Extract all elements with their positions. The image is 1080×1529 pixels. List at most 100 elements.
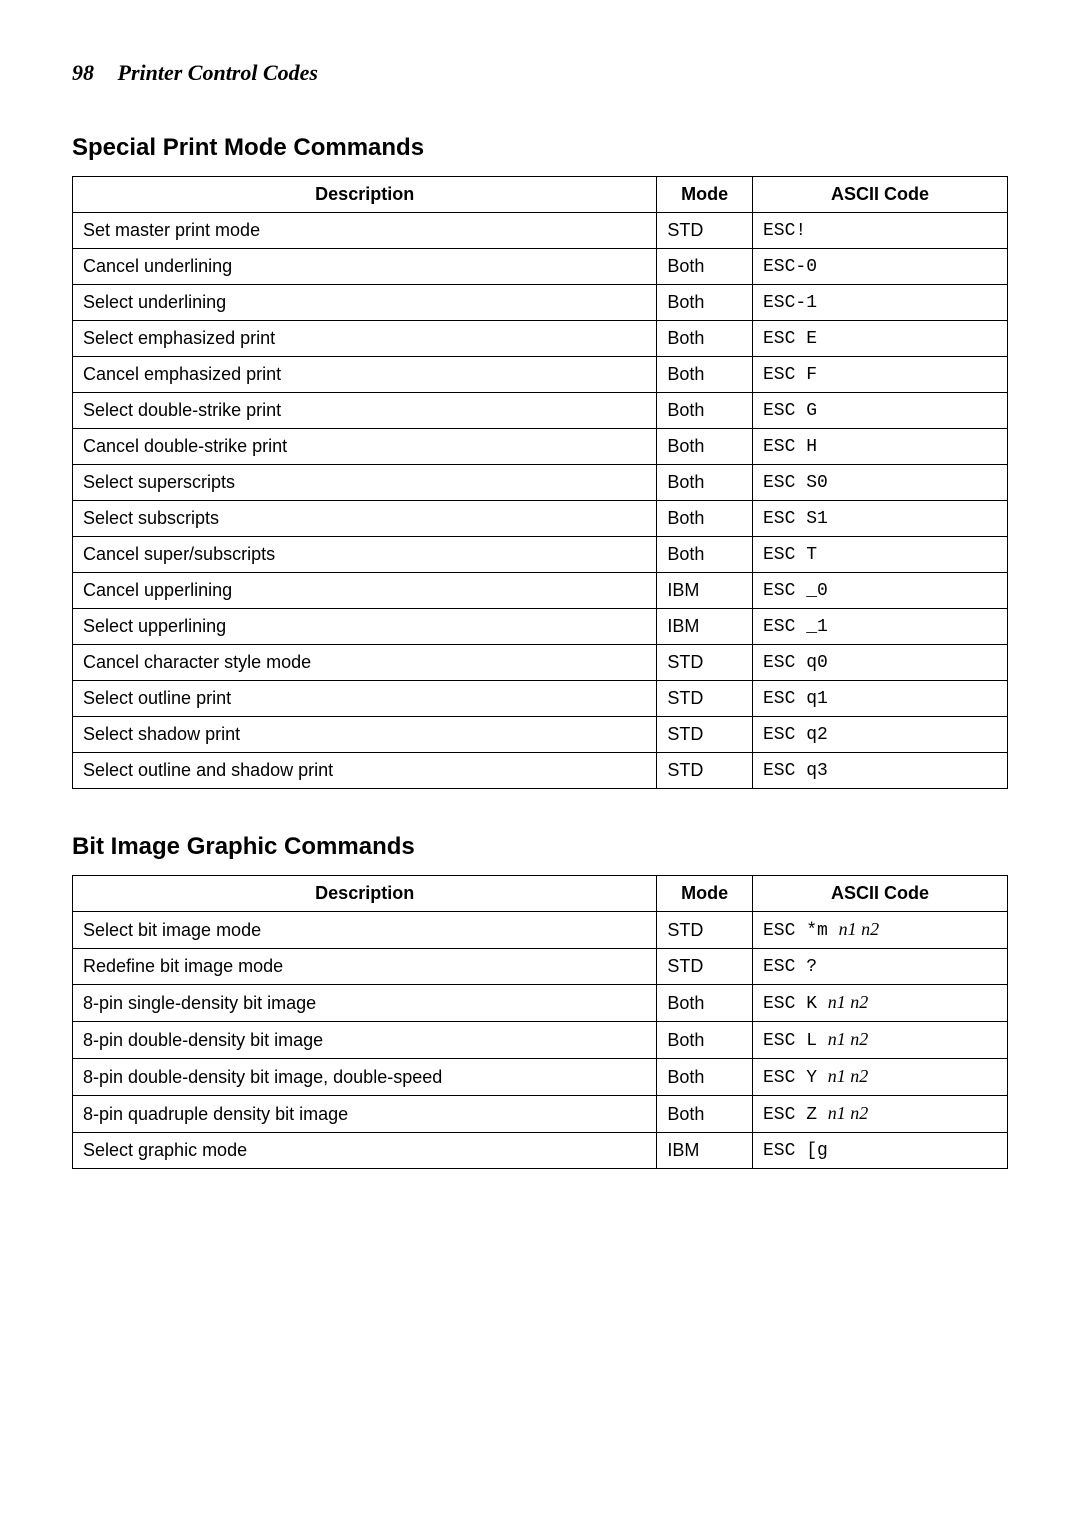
ascii-code-cell: ESC E xyxy=(752,321,1007,357)
description-cell: Select subscripts xyxy=(73,501,657,537)
ascii-code: ESC F xyxy=(763,365,817,385)
mode-cell: Both xyxy=(657,1059,753,1096)
description-cell: Cancel character style mode xyxy=(73,645,657,681)
ascii-code: ESC-1 xyxy=(763,293,817,313)
table-header-row: DescriptionModeASCII Code xyxy=(73,876,1008,912)
ascii-code-cell: ESC! xyxy=(752,213,1007,249)
table-header-cell: ASCII Code xyxy=(752,177,1007,213)
description-cell: Redefine bit image mode xyxy=(73,949,657,985)
description-cell: Cancel super/subscripts xyxy=(73,537,657,573)
ascii-code-cell: ESC F xyxy=(752,357,1007,393)
ascii-code-cell: ESC L n1 n2 xyxy=(752,1022,1007,1059)
ascii-code: ESC L xyxy=(763,1031,828,1051)
sections-container: Special Print Mode CommandsDescriptionMo… xyxy=(72,134,1008,1169)
ascii-code: ESC S1 xyxy=(763,509,828,529)
ascii-param: n1 n2 xyxy=(828,1066,869,1086)
ascii-param: n1 n2 xyxy=(828,1029,869,1049)
ascii-param: n1 n2 xyxy=(839,919,880,939)
description-cell: 8-pin double-density bit image xyxy=(73,1022,657,1059)
mode-cell: Both xyxy=(657,537,753,573)
ascii-code: ESC q2 xyxy=(763,725,828,745)
description-cell: Select outline print xyxy=(73,681,657,717)
ascii-code-cell: ESC T xyxy=(752,537,1007,573)
ascii-code: ESC q0 xyxy=(763,653,828,673)
ascii-code-cell: ESC S0 xyxy=(752,465,1007,501)
description-cell: Select upperlining xyxy=(73,609,657,645)
ascii-code: ESC-0 xyxy=(763,257,817,277)
ascii-code: ESC Y xyxy=(763,1068,828,1088)
mode-cell: STD xyxy=(657,949,753,985)
ascii-code-cell: ESC K n1 n2 xyxy=(752,985,1007,1022)
ascii-code: ESC T xyxy=(763,545,817,565)
table-row: Select subscriptsBoth ESC S1 xyxy=(73,501,1008,537)
description-cell: Select bit image mode xyxy=(73,912,657,949)
ascii-code: ESC! xyxy=(763,221,806,241)
ascii-code-cell: ESC G xyxy=(752,393,1007,429)
ascii-code: ESC *m xyxy=(763,921,839,941)
ascii-code-cell: ESC q3 xyxy=(752,753,1007,789)
description-cell: Select emphasized print xyxy=(73,321,657,357)
table-row: Select bit image modeSTD ESC *m n1 n2 xyxy=(73,912,1008,949)
description-cell: Select graphic mode xyxy=(73,1133,657,1169)
ascii-code: ESC ? xyxy=(763,957,817,977)
mode-cell: STD xyxy=(657,753,753,789)
ascii-code: ESC K xyxy=(763,994,828,1014)
description-cell: Select outline and shadow print xyxy=(73,753,657,789)
description-cell: Select underlining xyxy=(73,285,657,321)
mode-cell: STD xyxy=(657,912,753,949)
description-cell: 8-pin double-density bit image, double-s… xyxy=(73,1059,657,1096)
ascii-code-cell: ESC [g xyxy=(752,1133,1007,1169)
ascii-code: ESC [g xyxy=(763,1141,828,1161)
ascii-code: ESC H xyxy=(763,437,817,457)
table-header-cell: ASCII Code xyxy=(752,876,1007,912)
ascii-code-cell: ESC-1 xyxy=(752,285,1007,321)
description-cell: Select shadow print xyxy=(73,717,657,753)
table-row: Select double-strike printBothESC G xyxy=(73,393,1008,429)
table-header-cell: Description xyxy=(73,177,657,213)
commands-table: DescriptionModeASCII CodeSet master prin… xyxy=(72,176,1008,789)
ascii-code: ESC q3 xyxy=(763,761,828,781)
ascii-param: n1 n2 xyxy=(828,992,869,1012)
ascii-param: n1 n2 xyxy=(828,1103,869,1123)
table-row: Select underliningBoth ESC-1 xyxy=(73,285,1008,321)
ascii-code-cell: ESC q0 xyxy=(752,645,1007,681)
table-row: Redefine bit image modeSTD ESC ? xyxy=(73,949,1008,985)
table-row: Cancel double-strike printBothESC H xyxy=(73,429,1008,465)
ascii-code-cell: ESC H xyxy=(752,429,1007,465)
description-cell: 8-pin quadruple density bit image xyxy=(73,1096,657,1133)
section-heading: Bit Image Graphic Commands xyxy=(72,833,1008,861)
ascii-code: ESC Z xyxy=(763,1105,828,1125)
mode-cell: Both xyxy=(657,285,753,321)
table-header-row: DescriptionModeASCII Code xyxy=(73,177,1008,213)
table-row: Select emphasized printBothESC E xyxy=(73,321,1008,357)
description-cell: Set master print mode xyxy=(73,213,657,249)
ascii-code-cell: ESC Z n1 n2 xyxy=(752,1096,1007,1133)
ascii-code-cell: ESC q2 xyxy=(752,717,1007,753)
ascii-code-cell: ESC Y n1 n2 xyxy=(752,1059,1007,1096)
page-number: 98 xyxy=(72,60,94,85)
ascii-code: ESC S0 xyxy=(763,473,828,493)
table-row: Select outline and shadow printSTD ESC q3 xyxy=(73,753,1008,789)
mode-cell: IBM xyxy=(657,1133,753,1169)
table-header-cell: Description xyxy=(73,876,657,912)
description-cell: Cancel upperlining xyxy=(73,573,657,609)
ascii-code-cell: ESC q1 xyxy=(752,681,1007,717)
description-cell: Cancel double-strike print xyxy=(73,429,657,465)
table-row: Select outline printSTD ESC q1 xyxy=(73,681,1008,717)
table-row: 8-pin double-density bit imageBothESC L … xyxy=(73,1022,1008,1059)
table-row: Select shadow printSTDESC q2 xyxy=(73,717,1008,753)
table-row: Cancel super/subscriptsBoth ESC T xyxy=(73,537,1008,573)
mode-cell: STD xyxy=(657,681,753,717)
ascii-code: ESC q1 xyxy=(763,689,828,709)
description-cell: Select superscripts xyxy=(73,465,657,501)
ascii-code-cell: ESC-0 xyxy=(752,249,1007,285)
table-row: Cancel upperliningIBMESC _0 xyxy=(73,573,1008,609)
table-header-cell: Mode xyxy=(657,876,753,912)
table-row: Select graphic modeIBM ESC [g xyxy=(73,1133,1008,1169)
commands-table: DescriptionModeASCII CodeSelect bit imag… xyxy=(72,875,1008,1169)
table-row: Set master print modeSTDESC! xyxy=(73,213,1008,249)
description-cell: Cancel emphasized print xyxy=(73,357,657,393)
mode-cell: Both xyxy=(657,501,753,537)
ascii-code-cell: ESC ? xyxy=(752,949,1007,985)
mode-cell: Both xyxy=(657,321,753,357)
